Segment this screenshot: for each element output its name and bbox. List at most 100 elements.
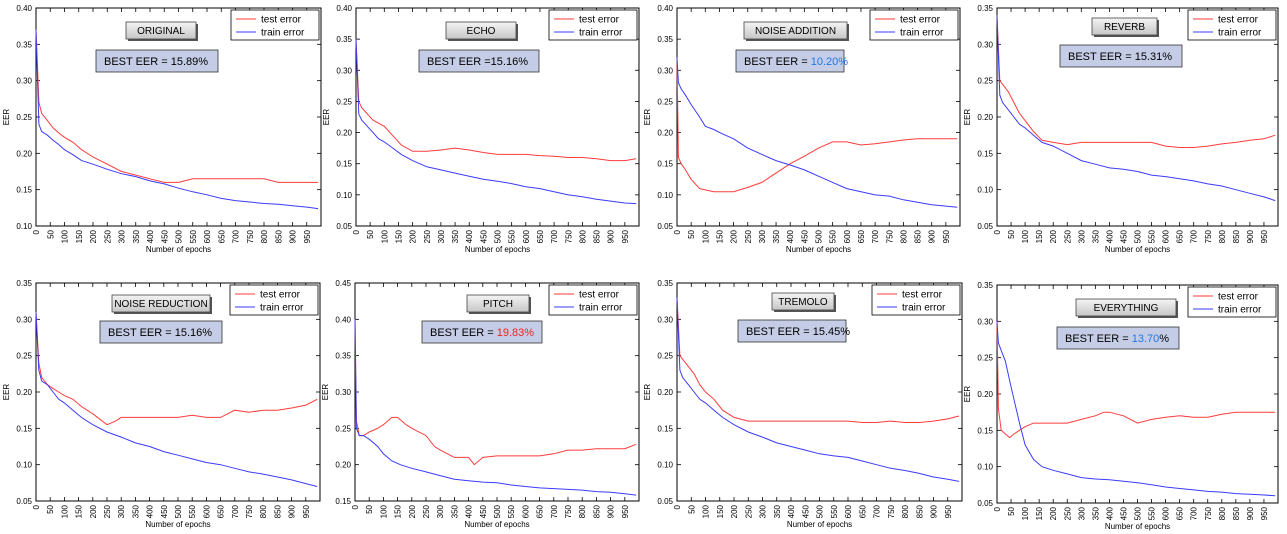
y-axis-label: EER (643, 384, 652, 401)
x-tick-label: 550 (830, 504, 839, 518)
title-box (771, 292, 835, 311)
x-tick-label: 50 (1007, 229, 1016, 238)
x-tick-label: 250 (1063, 506, 1072, 520)
x-tick-label: 450 (479, 504, 488, 518)
chart-title: TREMOLO (778, 297, 828, 308)
x-tick-label: 900 (607, 229, 616, 243)
x-tick-label: 750 (245, 504, 254, 518)
y-tick-label: 0.25 (977, 77, 993, 86)
y-tick-label: 0.20 (977, 113, 993, 122)
legend-entry: train error (900, 28, 944, 39)
y-tick-label: 0.20 (977, 390, 993, 399)
x-tick-label: 250 (744, 229, 753, 243)
x-tick-label: 650 (1176, 229, 1185, 243)
x-tick-label: 400 (786, 229, 795, 243)
plot-frame (676, 7, 961, 227)
y-tick-label: 0.40 (16, 4, 32, 13)
series-line-test-error (355, 39, 637, 162)
chart-panel-5: 0.05 0.10 0.15 0.20 0.25 0.30 0.35 0 50 100 150 200… (2, 279, 321, 529)
chart-title: PITCH (483, 299, 513, 310)
y-tick-label: 0.30 (657, 315, 673, 324)
series-line-train-error (676, 297, 960, 482)
x-tick-label: 400 (465, 229, 474, 243)
chart-panel-3: 0.05 0.10 0.15 0.20 0.25 0.30 0.35 0.40 0 50 100 15… (643, 4, 961, 254)
best-eer-box (421, 320, 543, 344)
x-tick-label: 400 (465, 504, 474, 518)
best-eer-text: BEST EER = (1065, 333, 1132, 345)
y-tick-label: 0.10 (977, 186, 993, 195)
x-tick-label: 500 (493, 504, 502, 518)
x-tick-label: 600 (521, 504, 530, 518)
y-tick-label: 0.30 (657, 66, 673, 75)
legend-box (1187, 9, 1277, 41)
best-eer-text: BEST EER = 15.16% (108, 327, 212, 339)
x-tick-label: 50 (46, 229, 55, 238)
x-tick-label: 500 (494, 229, 503, 243)
legend-entry: test error (579, 15, 620, 26)
y-axis-label: EER (963, 386, 972, 403)
best-eer-box (737, 319, 847, 343)
y-tick-label: 0.15 (335, 497, 351, 506)
x-tick-label: 300 (118, 229, 127, 243)
x-tick-label: 750 (564, 229, 573, 243)
x-tick-label: 400 (1105, 229, 1114, 243)
chart-panel-2: 0.05 0.10 0.15 0.20 0.25 0.30 0.35 0.40 0 50 100 15… (322, 4, 640, 254)
y-tick-label: 0.40 (657, 4, 673, 13)
x-tick-label: 500 (815, 229, 824, 243)
legend-entry: train error (1218, 28, 1262, 39)
x-tick-label: 400 (1105, 506, 1114, 520)
x-axis-label: Number of epochs (465, 245, 530, 254)
x-tick-label: 600 (843, 229, 852, 243)
y-tick-label: 0.05 (336, 222, 352, 231)
series-line-train-error (354, 319, 637, 496)
x-tick-label: 350 (131, 504, 140, 518)
x-tick-label: 950 (621, 229, 630, 243)
chart-title: EVERYTHING (1094, 303, 1159, 314)
best-eer-label: BEST EER = 15.16% (108, 327, 212, 339)
y-tick-label: 0.30 (977, 40, 993, 49)
legend-entry: test error (900, 15, 941, 26)
x-tick-label: 0 (673, 504, 682, 509)
x-tick-label: 450 (1119, 229, 1128, 243)
x-tick-label: 300 (758, 229, 767, 243)
best-eer-text: BEST EER = (430, 327, 497, 339)
x-tick-label: 200 (730, 504, 739, 518)
chart-panel-6: 0.15 0.20 0.25 0.30 0.35 0.40 0.45 0 50 100 150 200… (321, 279, 640, 529)
x-tick-label: 750 (246, 229, 255, 243)
best-eer-suffix: % (1159, 333, 1169, 345)
x-tick-label: 900 (930, 504, 939, 518)
x-tick-label: 650 (857, 229, 866, 243)
x-axis-label: Number of epochs (464, 520, 529, 529)
y-tick-label: 0.35 (16, 40, 32, 49)
best-eer-box (735, 49, 845, 73)
y-tick-label: 0.15 (657, 424, 673, 433)
best-eer-box (99, 320, 223, 344)
x-tick-label: 900 (1246, 229, 1255, 243)
x-tick-label: 600 (1162, 229, 1171, 243)
y-axis-label: EER (321, 384, 330, 401)
best-eer-label: BEST EER = 15.31% (1068, 51, 1172, 63)
y-tick-label: 0.25 (335, 424, 351, 433)
x-tick-label: 0 (351, 504, 360, 509)
series-line-test-error (996, 321, 1276, 439)
y-tick-label: 0.35 (657, 35, 673, 44)
x-tick-label: 200 (1049, 229, 1058, 243)
y-tick-label: 0.25 (16, 113, 32, 122)
x-tick-label: 650 (536, 229, 545, 243)
x-tick-label: 750 (887, 504, 896, 518)
y-tick-label: 0.10 (16, 461, 32, 470)
x-tick-label: 750 (885, 229, 894, 243)
x-tick-label: 0 (352, 229, 361, 234)
x-tick-label: 300 (437, 229, 446, 243)
y-tick-label: 0.20 (16, 149, 32, 158)
best-eer-value: 19.83% (497, 327, 535, 339)
legend-entry: train error (579, 303, 623, 314)
x-tick-label: 250 (744, 504, 753, 518)
series-line-test-error (676, 57, 958, 193)
x-tick-label: 550 (1148, 229, 1157, 243)
x-tick-label: 50 (366, 229, 375, 238)
x-tick-label: 350 (772, 229, 781, 243)
x-tick-label: 350 (1091, 506, 1100, 520)
series-line-train-error (355, 39, 637, 205)
